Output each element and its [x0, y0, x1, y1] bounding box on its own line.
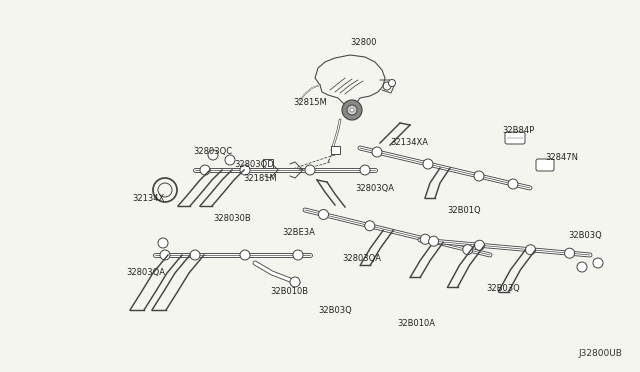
- Text: 32803QA: 32803QA: [126, 269, 165, 278]
- Circle shape: [508, 179, 518, 189]
- Circle shape: [372, 147, 382, 157]
- Text: 32134X: 32134X: [132, 193, 164, 202]
- Circle shape: [200, 165, 210, 175]
- Circle shape: [342, 100, 362, 120]
- Circle shape: [360, 165, 370, 175]
- Text: 32B03Q: 32B03Q: [568, 231, 602, 240]
- Circle shape: [305, 165, 315, 175]
- Circle shape: [293, 250, 303, 260]
- Circle shape: [365, 221, 375, 231]
- Text: 32803QC: 32803QC: [193, 147, 232, 155]
- Text: J32800UB: J32800UB: [578, 349, 622, 358]
- Circle shape: [593, 258, 603, 268]
- Text: 32134XA: 32134XA: [390, 138, 428, 147]
- Circle shape: [388, 80, 396, 87]
- Circle shape: [319, 209, 328, 219]
- Text: 32803QA: 32803QA: [355, 183, 394, 192]
- Text: 328030B: 328030B: [213, 214, 251, 222]
- Text: 32B03Q: 32B03Q: [318, 305, 352, 314]
- Circle shape: [429, 236, 438, 246]
- Circle shape: [577, 262, 587, 272]
- Text: 32B010B: 32B010B: [270, 288, 308, 296]
- Text: 32847N: 32847N: [545, 153, 578, 161]
- Circle shape: [240, 250, 250, 260]
- Circle shape: [564, 248, 575, 258]
- Text: 32B84P: 32B84P: [502, 125, 534, 135]
- FancyBboxPatch shape: [505, 132, 525, 144]
- Circle shape: [160, 250, 170, 260]
- Circle shape: [423, 159, 433, 169]
- Text: 32B03Q: 32B03Q: [486, 283, 520, 292]
- Circle shape: [240, 165, 250, 175]
- Circle shape: [208, 150, 218, 160]
- Circle shape: [225, 155, 235, 165]
- Text: 32B01Q: 32B01Q: [447, 205, 481, 215]
- Text: 32803QD: 32803QD: [234, 160, 274, 169]
- Circle shape: [525, 245, 536, 255]
- Circle shape: [474, 171, 484, 181]
- Text: 32803QA: 32803QA: [342, 253, 381, 263]
- Text: 32BE3A: 32BE3A: [282, 228, 315, 237]
- Text: 32181M: 32181M: [243, 173, 276, 183]
- FancyBboxPatch shape: [536, 159, 554, 171]
- Circle shape: [420, 234, 430, 244]
- Circle shape: [350, 108, 354, 112]
- Text: 32800: 32800: [350, 38, 376, 46]
- FancyBboxPatch shape: [330, 146, 339, 154]
- Circle shape: [158, 238, 168, 248]
- FancyBboxPatch shape: [263, 158, 273, 167]
- Circle shape: [290, 277, 300, 287]
- Text: 32815M: 32815M: [293, 97, 327, 106]
- Circle shape: [347, 105, 357, 115]
- Circle shape: [190, 250, 200, 260]
- Circle shape: [463, 245, 473, 254]
- Circle shape: [474, 240, 484, 250]
- Text: 32B010A: 32B010A: [397, 320, 435, 328]
